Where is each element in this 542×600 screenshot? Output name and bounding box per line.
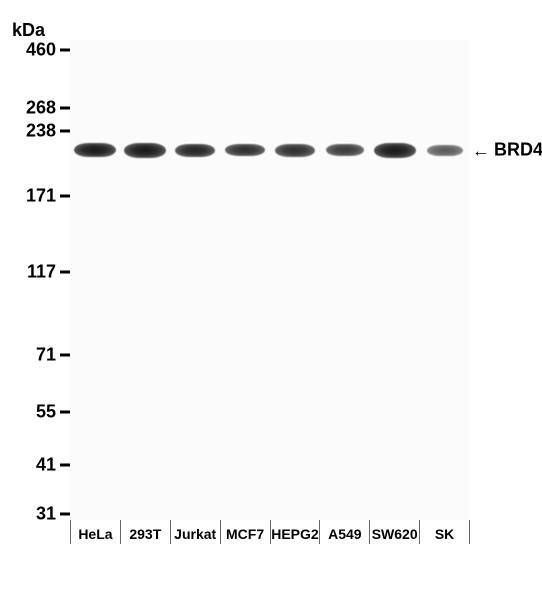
lane-label: MCF7 — [220, 520, 270, 544]
lane-label: Jurkat — [170, 520, 220, 544]
western-blot-figure: kDa 46026823817111771554131 HeLa293TJurk… — [10, 20, 535, 580]
mw-marker-label: 55 — [36, 402, 56, 423]
mw-marker-label: 238 — [26, 121, 56, 142]
protein-band — [427, 145, 463, 156]
mw-marker: 171 — [26, 186, 70, 207]
protein-band — [275, 144, 315, 157]
mw-marker-label: 460 — [26, 40, 56, 61]
tick-dash-icon — [60, 411, 70, 414]
mw-marker: 55 — [36, 402, 70, 423]
mw-marker: 238 — [26, 121, 70, 142]
tick-dash-icon — [60, 130, 70, 133]
mw-marker-label: 171 — [26, 186, 56, 207]
lane-label: SW620 — [369, 520, 419, 544]
protein-band — [175, 144, 215, 157]
tick-dash-icon — [60, 49, 70, 52]
target-label-annotation: ← BRD4 — [472, 140, 542, 161]
lane — [420, 40, 470, 520]
mw-marker-label: 71 — [36, 345, 56, 366]
lane-label: 293T — [120, 520, 170, 544]
blot-membrane — [70, 40, 470, 520]
target-label-text: BRD4 — [494, 140, 542, 161]
mw-marker: 41 — [36, 455, 70, 476]
lane — [370, 40, 420, 520]
tick-dash-icon — [60, 513, 70, 516]
lane-label: HEPG2 — [270, 520, 320, 544]
protein-band — [124, 143, 166, 158]
protein-band — [326, 144, 364, 156]
tick-dash-icon — [60, 195, 70, 198]
y-axis: 46026823817111771554131 — [10, 20, 70, 520]
mw-marker-label: 268 — [26, 98, 56, 119]
arrow-left-icon: ← — [472, 141, 490, 159]
lane-label: HeLa — [70, 520, 120, 544]
mw-marker: 268 — [26, 98, 70, 119]
mw-marker-label: 41 — [36, 455, 56, 476]
tick-dash-icon — [60, 107, 70, 110]
lane — [220, 40, 270, 520]
protein-band — [374, 143, 416, 158]
mw-marker-label: 117 — [27, 262, 56, 283]
mw-marker-label: 31 — [36, 504, 56, 525]
lane — [270, 40, 320, 520]
lane — [320, 40, 370, 520]
lane-labels-row: HeLa293TJurkatMCF7HEPG2A549SW620SK — [70, 520, 470, 570]
protein-band — [74, 143, 116, 157]
lane — [170, 40, 220, 520]
lane-label: SK — [419, 520, 470, 544]
protein-band — [225, 144, 265, 156]
mw-marker: 71 — [36, 345, 70, 366]
mw-marker: 460 — [26, 40, 70, 61]
lane — [70, 40, 120, 520]
lane — [120, 40, 170, 520]
mw-marker: 117 — [27, 262, 70, 283]
mw-marker: 31 — [36, 504, 70, 525]
tick-dash-icon — [60, 464, 70, 467]
tick-dash-icon — [60, 354, 70, 357]
tick-dash-icon — [60, 271, 70, 274]
lane-label: A549 — [319, 520, 369, 544]
